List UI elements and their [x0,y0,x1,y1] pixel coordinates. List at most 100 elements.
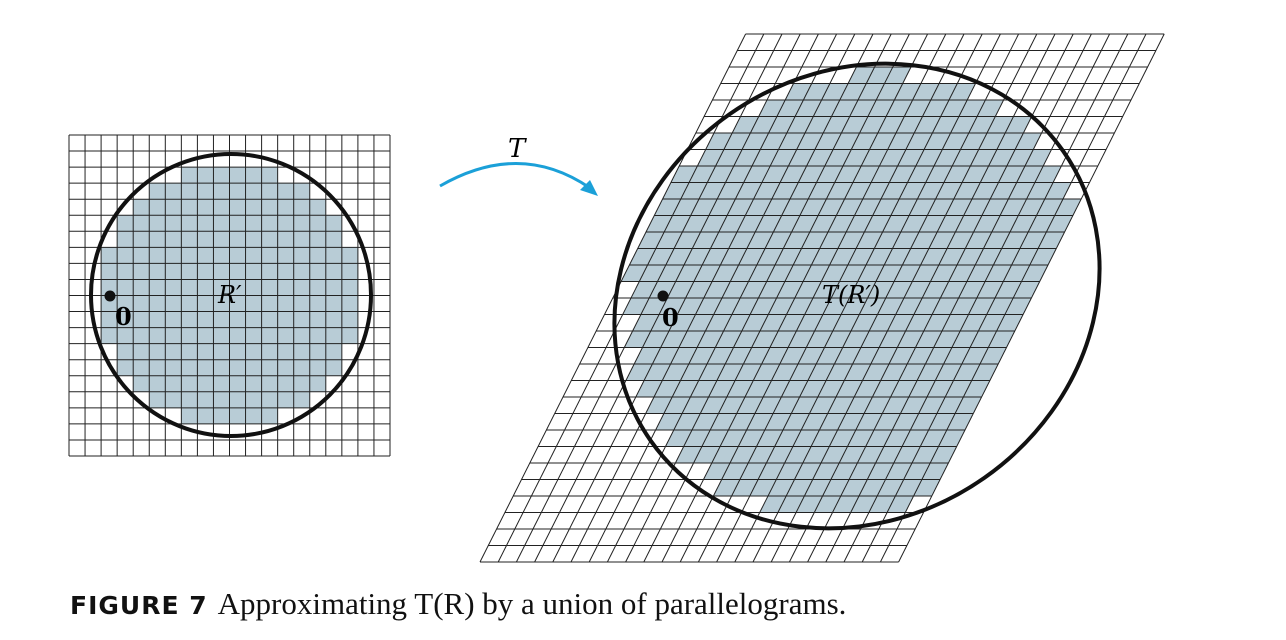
fill-square [149,311,166,328]
image-label-t-r-prime: T(R′) [822,281,880,309]
fill-square [277,391,294,408]
fill-square [341,311,358,328]
fill-square [117,311,134,328]
fill-square [133,279,150,296]
grid-line [643,33,910,563]
fill-square [149,375,166,392]
fill-square [165,231,182,248]
fill-square [117,327,134,344]
grid-line [879,33,1147,563]
fill-square [197,327,214,344]
fill-square [245,391,262,408]
fill-square [229,231,246,248]
fill-square [149,199,166,216]
grid-line [807,33,1074,563]
fill-square [149,391,166,408]
fill-square [293,327,310,344]
origin-label-left: 0 [115,302,132,331]
fill-square [245,167,262,184]
fill-square [261,279,278,296]
fill-square [117,263,134,280]
fill-square [117,343,134,360]
fill-square [293,343,310,360]
fill-square [213,375,230,392]
fill-square [117,279,134,296]
grid-line [679,33,947,563]
grid-line [515,33,783,563]
fill-square [133,199,150,216]
fill-square [309,327,326,344]
fill-square [101,263,118,280]
fill-square [245,407,262,424]
fill-square [181,247,198,264]
fill-square [149,263,166,280]
fill-square [165,343,182,360]
fill-square [277,231,294,248]
fill-square [181,311,198,328]
fill-square [165,263,182,280]
fill-square [277,199,294,216]
fill-square [293,215,310,232]
fill-square [229,359,246,376]
fill-square [181,183,198,200]
fill-square [229,343,246,360]
fill-square [245,359,262,376]
fill-square [133,231,150,248]
fill-square [261,167,278,184]
fill-square [261,407,278,424]
fill-square [277,247,294,264]
fill-square [181,343,198,360]
fill-square [197,215,214,232]
origin-label-right: 0 [662,303,679,332]
fill-square [261,263,278,280]
fill-square [229,215,246,232]
fill-square [309,215,326,232]
fill-square [245,311,262,328]
fill-square [181,407,198,424]
fill-square [149,279,166,296]
fill-square [165,295,182,312]
fill-square [261,199,278,216]
figure-caption: FIGURE 7 Approximating T(R) by a union of… [70,586,846,622]
grid-line [552,33,819,563]
fill-square [277,311,294,328]
fill-square [181,327,198,344]
image-boundary-ellipse [612,61,1102,531]
fill-square [293,247,310,264]
fill-square [197,391,214,408]
fill-square [229,167,246,184]
caption-text: Approximating T(R) by a union of paralle… [217,586,847,621]
fill-square [101,247,118,264]
fill-square [293,391,310,408]
fill-square [133,215,150,232]
grid-line [716,33,983,563]
fill-square [309,279,326,296]
fill-square [341,327,358,344]
fill-square [165,391,182,408]
fill-square [277,295,294,312]
fill-square [229,279,246,296]
fill-square [181,167,198,184]
fill-square [133,327,150,344]
region-r-prime-squares [101,167,358,424]
fill-square [149,295,166,312]
fill-square [325,295,342,312]
fill-square [309,359,326,376]
fill-square [197,263,214,280]
fill-square [245,263,262,280]
fill-square [293,359,310,376]
grid-line [861,33,1129,563]
map-label-t: T [508,134,527,164]
fill-square [261,183,278,200]
fill-square [165,199,182,216]
fill-square [197,359,214,376]
fill-square [229,391,246,408]
parallelogram-grid [479,33,1165,563]
fill-square [325,215,342,232]
fill-square [293,199,310,216]
fill-square [197,407,214,424]
fill-square [101,311,118,328]
fill-square [149,231,166,248]
fill-square [133,295,150,312]
fill-square [245,327,262,344]
